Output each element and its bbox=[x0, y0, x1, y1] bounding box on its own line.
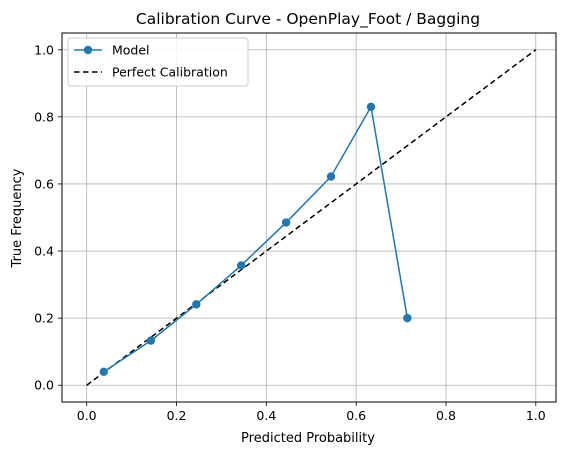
y-tick-label: 0.8 bbox=[34, 109, 54, 124]
legend-model-marker bbox=[83, 45, 93, 55]
model-point bbox=[192, 300, 201, 309]
legend-perfect-calibration-label: Perfect Calibration bbox=[112, 65, 228, 80]
model-line bbox=[103, 104, 409, 373]
y-axis-label: True Frequency bbox=[10, 168, 25, 268]
model-point bbox=[366, 102, 376, 112]
perfect-calibration-line bbox=[86, 49, 537, 386]
y-tick-label: 0.2 bbox=[34, 311, 54, 326]
x-tick-label: 0.4 bbox=[256, 408, 276, 423]
x-tick-label: 0.2 bbox=[167, 408, 187, 423]
x-axis: 0.0 0.2 0.4 0.6 0.8 1.0 bbox=[77, 402, 546, 423]
model-point bbox=[281, 218, 291, 227]
x-tick-label: 0.6 bbox=[346, 408, 366, 423]
x-tick-label: 0.0 bbox=[77, 408, 97, 423]
legend-box bbox=[67, 37, 249, 87]
x-tick-label: 1.0 bbox=[526, 408, 546, 423]
perfect-calibration-series bbox=[86, 49, 537, 386]
y-tick-label: 1.0 bbox=[34, 42, 54, 57]
y-tick-label: 0.6 bbox=[34, 176, 54, 191]
y-axis: 0.0 0.2 0.4 0.6 0.8 1.0 bbox=[34, 42, 62, 393]
model-point bbox=[236, 261, 246, 270]
x-tick-label: 0.8 bbox=[436, 408, 456, 423]
model-point bbox=[326, 172, 336, 181]
grid-lines bbox=[62, 33, 556, 402]
x-axis-label: Predicted Probability bbox=[241, 431, 375, 446]
plot-area-frame bbox=[61, 32, 557, 403]
chart-title: Calibration Curve - OpenPlay_Foot / Bagg… bbox=[136, 10, 480, 29]
model-series bbox=[99, 102, 412, 377]
legend-model-label: Model bbox=[112, 43, 150, 58]
model-point bbox=[146, 336, 156, 345]
model-point bbox=[99, 367, 108, 377]
y-tick-label: 0.4 bbox=[34, 244, 54, 259]
y-tick-label: 0.0 bbox=[34, 378, 54, 393]
legend: Model Perfect Calibration bbox=[67, 37, 249, 87]
model-point bbox=[403, 313, 412, 323]
